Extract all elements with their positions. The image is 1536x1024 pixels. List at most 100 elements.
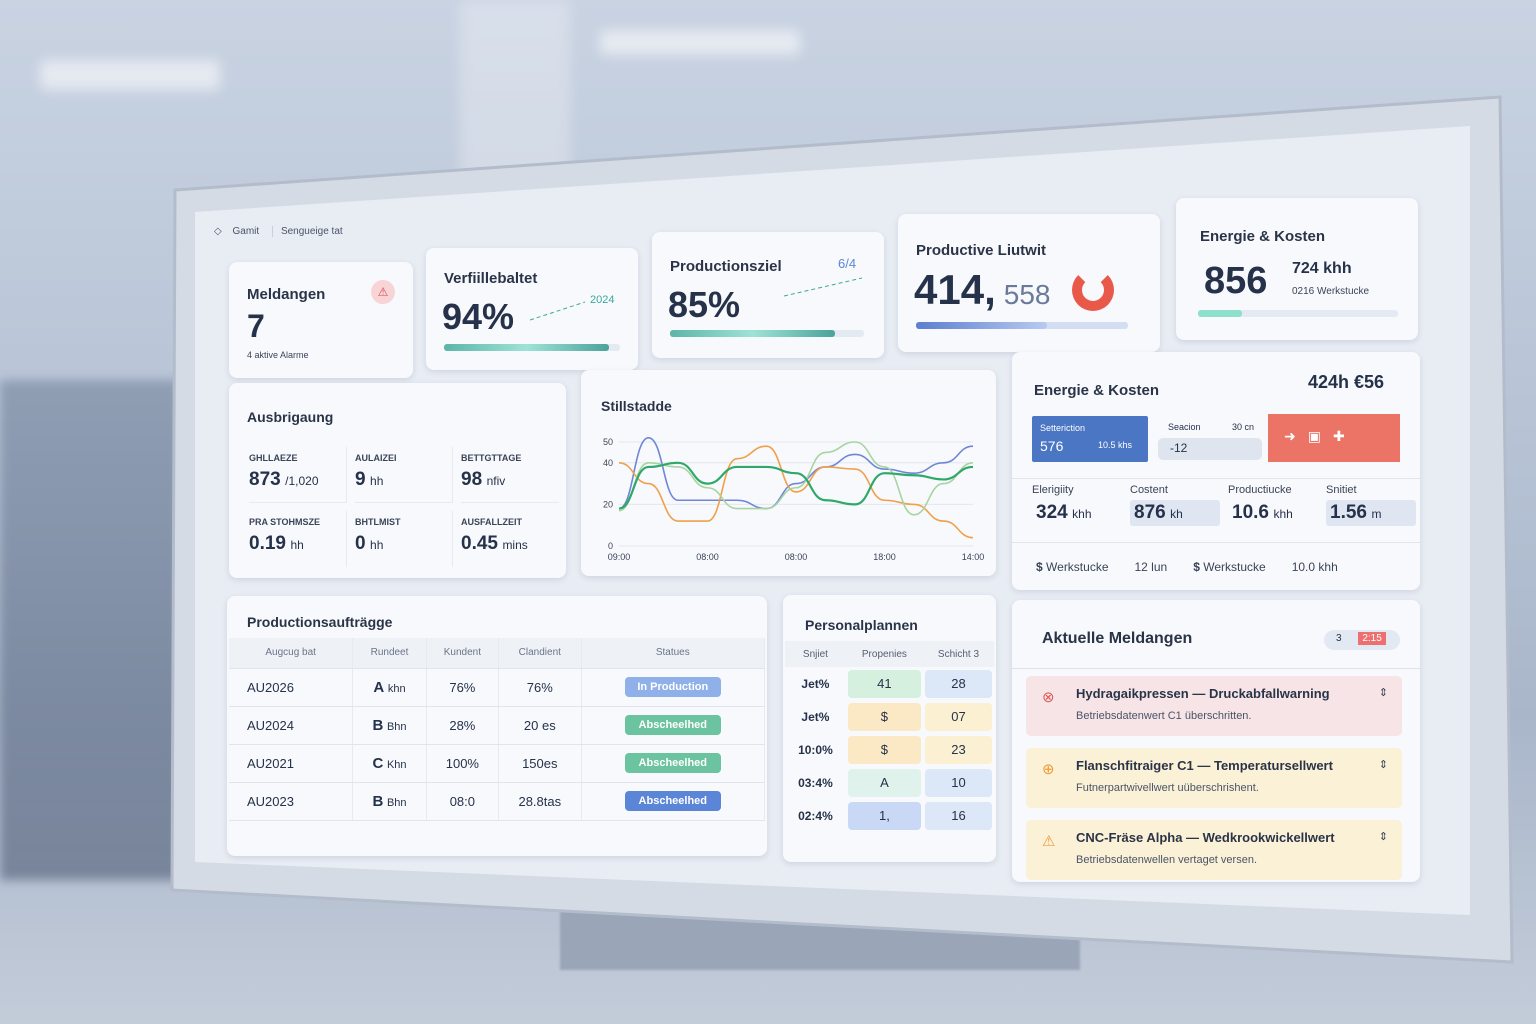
util-metric: PRA STOHMSZE 0.19 hh bbox=[249, 511, 347, 567]
shift-cell[interactable]: 16 bbox=[924, 801, 992, 830]
order-percent: 76% bbox=[426, 668, 500, 707]
column-header[interactable]: Clandient bbox=[498, 638, 582, 669]
kpi-sub: 0216 Werkstucke bbox=[1292, 286, 1370, 297]
table-row[interactable]: AU2026 A khn 76% 76% In Production bbox=[229, 668, 766, 707]
stat-unit: khh bbox=[1273, 507, 1293, 521]
chart-title: Stillstadde bbox=[601, 398, 672, 414]
metric-label: AUSFALLZEIT bbox=[461, 517, 522, 527]
status-badge[interactable]: Abscheelhed bbox=[624, 715, 721, 735]
shift-cell[interactable]: $ bbox=[847, 735, 921, 764]
column-header[interactable]: Augcug bat bbox=[229, 638, 354, 669]
downtime-chart-card: Stillstadde 0 20 40 50 09:00 08:00 08:00 18:00 1… bbox=[581, 370, 996, 576]
status-badge[interactable]: Abscheelhed bbox=[624, 753, 721, 773]
expand-icon[interactable]: ⇕ bbox=[1378, 831, 1388, 843]
util-metric: AUSFALLZEIT 0.45 mins bbox=[461, 511, 559, 567]
stat-value: 876 bbox=[1134, 502, 1166, 523]
table-row[interactable]: AU2021 C Khn 100% 150es Abscheelhed bbox=[229, 744, 766, 783]
metric-unit: /1,020 bbox=[285, 474, 319, 488]
metric-unit: hh bbox=[290, 538, 304, 552]
class-unit: khn bbox=[387, 682, 406, 695]
kpi-energy-card[interactable]: Energie & Kosten 856 724 khh 0216 Werkst… bbox=[1176, 198, 1418, 340]
metric-value: 0 bbox=[355, 533, 366, 554]
y-tick-label: 50 bbox=[603, 437, 613, 447]
order-status: In Production bbox=[581, 668, 766, 707]
card-title: Energie & Kosten bbox=[1200, 228, 1326, 245]
column-header: Snjiet bbox=[785, 641, 846, 667]
card-title: Energie & Kosten bbox=[1034, 382, 1160, 399]
card-title: Verfiillebaltet bbox=[444, 270, 538, 287]
metric-label: BETTGTTAGE bbox=[461, 453, 522, 463]
shift-cell[interactable]: $ bbox=[847, 702, 921, 731]
divider bbox=[1012, 668, 1420, 669]
kpi-output-card[interactable]: Productive Liutwit 414, 558 bbox=[898, 214, 1160, 352]
order-status: Abscheelhed bbox=[581, 744, 766, 783]
energy-tile-secondary[interactable]: Seacion 30 cn -12 bbox=[1158, 416, 1262, 462]
breadcrumb: ◇ Gamit Sengueige tat bbox=[214, 226, 343, 237]
plug-icon: ➜ bbox=[1284, 428, 1308, 444]
ceiling-light bbox=[40, 60, 220, 90]
metric-label: PRA STOHMSZE bbox=[249, 517, 321, 527]
alert-title: Hydragaikpressen — Druckabfallwarning bbox=[1076, 686, 1330, 701]
status-badge[interactable]: In Production bbox=[624, 677, 721, 697]
trend-sparkline bbox=[784, 277, 863, 297]
order-value: 150es bbox=[498, 744, 582, 783]
home-icon[interactable]: ◇ bbox=[214, 226, 222, 237]
alert-icon: ⊕ bbox=[1042, 761, 1055, 778]
table-row[interactable]: AU2023 B Bhn 08:0 28.8tas Abscheelhed bbox=[229, 782, 766, 821]
alert-count-badge[interactable]: 3 2:15 bbox=[1324, 630, 1400, 650]
shift-label: 10:0% bbox=[798, 742, 833, 757]
shift-cell[interactable]: 41 bbox=[847, 669, 921, 698]
table-row: 03:4% A 10 bbox=[785, 766, 994, 799]
energy-tile-primary[interactable]: Setteriction 576 10.5 khs bbox=[1032, 416, 1148, 462]
shift-cell[interactable]: 07 bbox=[924, 702, 992, 731]
card-title: Productive Liutwit bbox=[916, 242, 1047, 259]
stat-value: 10.6 bbox=[1232, 502, 1269, 523]
tile-value: 576 bbox=[1040, 438, 1064, 454]
nav-section[interactable]: Sengueige tat bbox=[271, 226, 343, 237]
expand-icon[interactable]: ⇕ bbox=[1378, 687, 1388, 699]
dollar-icon: $ bbox=[1193, 560, 1200, 574]
status-badge[interactable]: Abscheelhed bbox=[624, 791, 721, 811]
order-id: AU2021 bbox=[229, 744, 354, 783]
alert-item[interactable]: ⊗ Hydragaikpressen — Druckabfallwarning Be… bbox=[1026, 676, 1402, 736]
stat-value: 324 bbox=[1036, 502, 1068, 523]
column-header[interactable]: Statues bbox=[581, 638, 766, 669]
metric-value: 0.45 bbox=[461, 533, 498, 554]
table-row[interactable]: AU2024 B Bhn 28% 20 es Abscheelhed bbox=[229, 706, 766, 745]
shift-cell[interactable]: 28 bbox=[924, 669, 992, 698]
shift-cell[interactable]: 1, bbox=[847, 801, 921, 830]
alert-item[interactable]: ⚠ CNC-Fräse Alpha — Wedkrookwickellwert Be… bbox=[1026, 820, 1402, 880]
order-class: A khn bbox=[352, 668, 427, 707]
shift-cell[interactable]: A bbox=[847, 768, 921, 797]
metric-value: 98 bbox=[461, 469, 483, 490]
column-header[interactable]: Rundeet bbox=[352, 638, 427, 669]
shift-cell[interactable]: 10 bbox=[924, 768, 992, 797]
shift-label: 03:4% bbox=[798, 775, 833, 790]
table-row: Jet% $07 bbox=[785, 700, 994, 733]
kpi-alerts-card[interactable]: Meldangen ⚠ 7 4 aktive Alarme bbox=[229, 262, 413, 378]
alert-desc: Betriebsdatenwert C1 überschritten. bbox=[1076, 710, 1252, 722]
stat-label: Elerigiity bbox=[1032, 484, 1074, 496]
class-letter: C bbox=[372, 754, 384, 772]
x-tick-label: 18:00 bbox=[873, 552, 896, 562]
kpi-target-card[interactable]: Productionsziel 6/4 85% bbox=[652, 232, 884, 358]
alert-desc: Futnerpartwivellwert uüberschrishent. bbox=[1076, 782, 1259, 794]
stat-value: 1.56 bbox=[1330, 502, 1367, 523]
series-line-1 bbox=[618, 445, 974, 539]
expand-icon[interactable]: ⇕ bbox=[1378, 759, 1388, 771]
column-header[interactable]: Kundent bbox=[426, 638, 500, 669]
kpi-availability-card[interactable]: Verfiillebaltet 2024 94% bbox=[426, 248, 638, 370]
shift-cell[interactable]: 23 bbox=[924, 735, 992, 764]
shift-label: 02:4% bbox=[798, 808, 833, 823]
energy-footer-item: $ Werkstucke bbox=[1193, 560, 1266, 574]
energy-alert-tile[interactable]: ➜▣✚ bbox=[1268, 414, 1400, 462]
tile-value: -12 bbox=[1158, 438, 1262, 460]
energy-footer-item: 12 lun bbox=[1135, 560, 1168, 574]
order-value: 76% bbox=[498, 668, 582, 707]
metric-value: 0.19 bbox=[249, 533, 286, 554]
alert-item[interactable]: ⊕ Flanschfitraiger C1 — Temperatursellwer… bbox=[1026, 748, 1402, 808]
warning-icon: ⚠ bbox=[1042, 833, 1056, 850]
nav-home[interactable]: Gamit bbox=[232, 226, 260, 237]
staff-table: Snjiet Propenies Schicht 3 Jet% 41 28 Jet% $07 1… bbox=[785, 641, 994, 832]
table-row: 02:4% 1, 16 bbox=[785, 799, 994, 832]
